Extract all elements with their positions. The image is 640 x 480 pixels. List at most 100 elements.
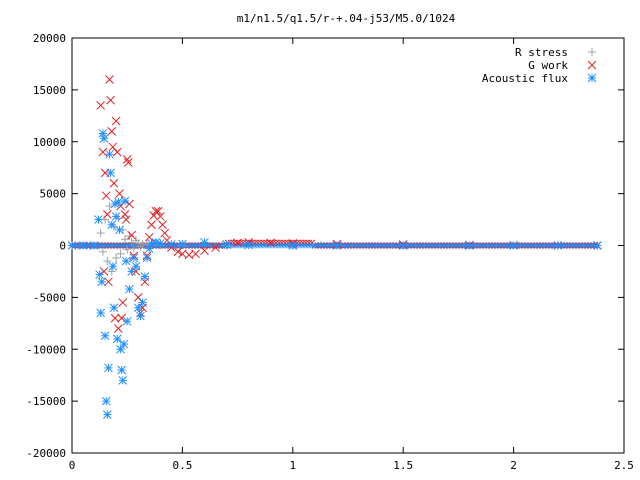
data-point <box>104 277 113 287</box>
series-layer <box>67 75 602 419</box>
legend-marker <box>587 60 597 70</box>
legend-marker <box>587 73 597 83</box>
data-point <box>244 240 253 250</box>
legend-label: R stress <box>515 46 568 59</box>
data-point <box>95 270 104 279</box>
data-point <box>173 247 183 257</box>
data-point <box>101 191 111 201</box>
data-point <box>465 241 474 250</box>
data-point <box>119 339 129 349</box>
data-point <box>115 225 124 235</box>
data-point <box>160 228 170 238</box>
data-point <box>107 127 117 136</box>
data-point <box>142 253 152 263</box>
data-point <box>108 261 118 271</box>
data-point <box>593 241 602 250</box>
data-point <box>105 75 114 84</box>
data-point <box>233 238 242 248</box>
data-point <box>94 215 103 224</box>
data-point <box>129 253 139 263</box>
data-point <box>138 239 147 248</box>
data-point <box>121 215 131 224</box>
data-point <box>114 324 123 333</box>
data-point <box>105 202 114 211</box>
data-point <box>115 189 124 198</box>
data-point <box>131 261 141 271</box>
data-point <box>110 313 120 323</box>
data-point <box>107 267 116 276</box>
chart-title: m1/n1.5/q1.5/r-+.04-j53/M5.0/1024 <box>237 12 456 25</box>
data-point <box>140 272 150 281</box>
data-point <box>121 256 131 266</box>
x-tick-label: 2.5 <box>614 459 634 472</box>
y-tick-label: 5000 <box>40 188 67 201</box>
data-point <box>109 303 119 313</box>
data-point <box>332 241 342 250</box>
data-point <box>100 331 110 341</box>
data-point <box>144 232 154 242</box>
y-tick-label: -20000 <box>26 447 66 460</box>
data-point <box>288 241 298 250</box>
data-point <box>127 267 136 276</box>
data-point <box>102 410 112 419</box>
data-point <box>155 239 165 248</box>
axis-ticks: 0 0.5 1 1.5 2 2.5 -20000 -15000 -10000 -5000 0 5000… <box>26 32 634 472</box>
data-point <box>99 134 109 143</box>
data-point <box>151 238 161 247</box>
data-point <box>553 241 563 250</box>
series-2 <box>67 129 602 419</box>
data-point <box>108 142 118 152</box>
data-point <box>133 293 143 302</box>
legend-marker <box>588 48 596 56</box>
data-point <box>118 298 128 307</box>
data-point <box>123 245 132 254</box>
data-point <box>127 238 136 247</box>
data-point <box>67 241 77 250</box>
data-point <box>120 235 129 244</box>
data-point <box>136 311 145 321</box>
data-point <box>398 241 408 250</box>
data-point <box>112 147 122 157</box>
y-tick-label: 20000 <box>33 32 66 45</box>
data-point <box>106 168 115 178</box>
data-point <box>104 363 113 373</box>
data-point <box>178 239 187 249</box>
data-point <box>191 249 201 259</box>
x-tick-label: 0.5 <box>172 459 192 472</box>
data-point <box>129 244 138 253</box>
data-point <box>105 149 114 159</box>
data-point <box>112 253 121 262</box>
data-point <box>98 247 107 256</box>
data-point <box>127 230 136 240</box>
data-point <box>123 158 133 167</box>
y-tick-label: -10000 <box>26 343 66 356</box>
x-tick-label: 2 <box>510 459 517 472</box>
y-tick-label: 10000 <box>33 136 66 149</box>
data-point <box>96 101 106 110</box>
data-point <box>103 257 112 266</box>
data-point <box>158 220 167 230</box>
data-point <box>116 344 125 354</box>
legend-label: Acoustic flux <box>482 72 568 85</box>
x-tick-label: 0 <box>69 459 76 472</box>
data-point <box>211 243 220 252</box>
legend-label: G work <box>528 59 568 72</box>
series-1 <box>96 75 602 333</box>
data-point <box>153 206 163 216</box>
data-point <box>122 316 132 326</box>
data-point <box>98 147 108 157</box>
series-0 <box>96 202 602 276</box>
data-point <box>200 246 209 256</box>
x-tick-label: 1 <box>289 459 296 472</box>
data-point <box>151 206 161 216</box>
y-tick-label: -15000 <box>26 395 66 408</box>
data-point <box>266 238 276 248</box>
data-point <box>125 284 134 294</box>
y-tick-label: 15000 <box>33 84 66 97</box>
data-point <box>97 277 107 287</box>
data-point <box>222 240 231 249</box>
data-point <box>167 240 176 249</box>
x-tick-label: 1.5 <box>393 459 413 472</box>
